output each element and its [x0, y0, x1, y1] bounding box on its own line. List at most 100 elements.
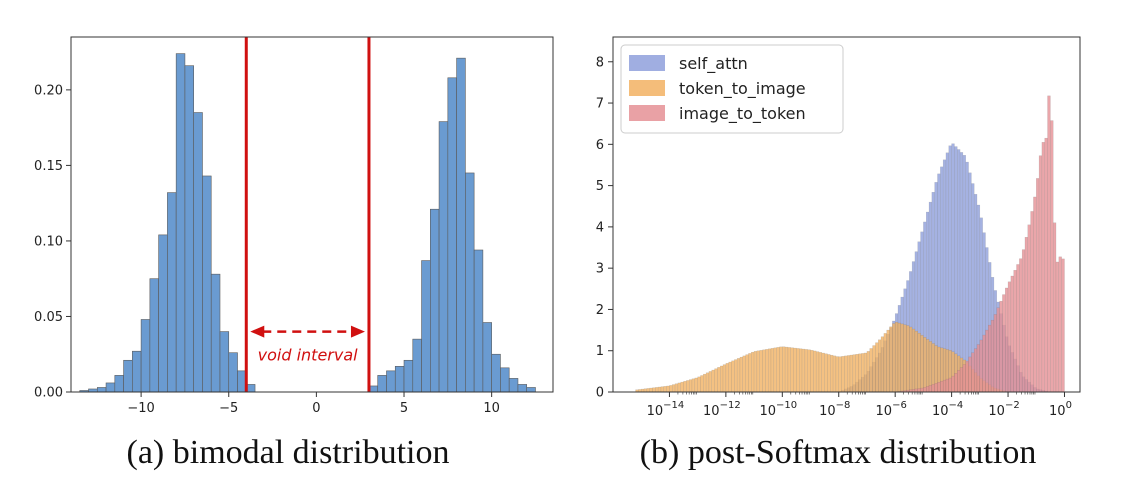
panel-b-bar: [779, 346, 783, 393]
panel-b-x-tick-label: 10−4: [932, 400, 963, 419]
panel-a-bar: [491, 353, 501, 393]
panel-b-bar: [996, 307, 1000, 393]
panel-a-bar: [447, 77, 457, 393]
panel-b-bar: [765, 349, 769, 393]
panel-b-bar: [649, 387, 653, 393]
panel-b-y-tick-label: 1: [596, 344, 604, 359]
panel-b-bar: [762, 349, 766, 393]
panel-b-bar: [934, 383, 938, 393]
panel-b-bar: [917, 332, 921, 393]
panel-a-bar: [149, 278, 159, 393]
panel-b-bar: [703, 373, 707, 393]
panel-b-bar: [677, 382, 681, 393]
panel-b-bar: [793, 347, 797, 393]
panel-b-bar: [979, 339, 983, 393]
panel-b-y-tick-label: 0: [596, 386, 604, 401]
panel-b-bar: [714, 368, 718, 393]
panel-a-y-tick-label: 0.15: [34, 159, 63, 174]
panel-b-bar: [923, 337, 927, 393]
legend-swatch: [629, 105, 665, 121]
panel-b-bar: [959, 152, 964, 393]
panel-b-bar: [897, 322, 902, 393]
panel-b-bar: [957, 370, 961, 393]
panel-b-bar: [880, 336, 885, 393]
panel-b-y-ticks: 0 1 2 3 4 5 6 7 8: [596, 55, 613, 401]
panel-b-bar: [844, 355, 848, 393]
panel-b-softmax-histogram: 10−14 10−12 10−10 10−8 10−6 10−4 10−2 100 0 1 2 3 4…: [596, 36, 1081, 471]
legend-label: token_to_image: [679, 79, 806, 99]
panel-b-bar: [892, 323, 896, 393]
panel-b-bar: [686, 380, 690, 393]
panel-b-bar: [827, 354, 831, 393]
panel-b-bar: [971, 352, 975, 393]
panel-b-x-tick-label: 100: [1049, 400, 1072, 419]
panel-b-bar: [1021, 249, 1026, 393]
panel-b-bar: [756, 350, 760, 393]
panel-b-bar: [965, 161, 969, 393]
panel-b-bar: [1036, 178, 1040, 393]
panel-a-bar: [184, 65, 194, 393]
panel-b-bar: [652, 387, 656, 393]
panel-b-x-tick-label: 10−12: [703, 400, 741, 419]
panel-a-bar: [132, 350, 142, 393]
panel-b-bar: [672, 384, 676, 393]
void-interval-arrowhead-right: [350, 325, 365, 338]
panel-b-bar: [683, 381, 687, 393]
panel-b-bar: [911, 328, 916, 393]
panel-b-bar: [674, 383, 679, 393]
panel-b-bar: [700, 375, 704, 393]
panel-b-bar: [832, 355, 837, 393]
panel-a-x-ticks: −10 −5 0 5 10: [127, 392, 500, 416]
panel-b-bar: [962, 155, 966, 393]
panel-b-bar: [1050, 120, 1054, 393]
panel-a-void-interval-annotation: void interval: [250, 325, 365, 365]
panel-b-bar: [796, 348, 800, 393]
panel-b-bar: [1052, 222, 1057, 393]
panel-b-bar: [688, 379, 693, 393]
panel-b-y-tick-label: 7: [596, 97, 604, 112]
panel-b-bar: [776, 347, 780, 393]
panel-b-x-tick-label: 10−14: [647, 400, 685, 419]
panel-b-bar: [863, 352, 868, 393]
panel-a-bar: [482, 322, 492, 393]
panel-a-axes-frame: [70, 36, 554, 393]
panel-b-bar: [708, 371, 712, 393]
panel-a-bar: [158, 234, 168, 393]
panel-b-bar: [722, 364, 727, 393]
panel-b-bar: [1027, 224, 1031, 393]
legend-swatch: [629, 80, 665, 96]
panel-b-bar: [849, 354, 854, 393]
panel-b-bar: [742, 355, 746, 393]
panel-b-y-tick-label: 2: [596, 303, 604, 318]
panel-a-bar: [465, 172, 475, 393]
panel-b-bar: [1047, 95, 1051, 393]
panel-b-bar: [660, 386, 664, 393]
panel-b-bar: [745, 354, 749, 393]
panel-b-bar: [1007, 281, 1012, 393]
panel-b-bar: [928, 341, 933, 393]
panel-b-y-tick-label: 5: [596, 179, 604, 194]
panel-a-bar: [456, 57, 466, 393]
panel-b-bar: [847, 355, 851, 393]
panel-a-bar: [377, 375, 387, 393]
panel-b-series-token-to-image: [635, 322, 1009, 393]
panel-b-bar: [993, 314, 997, 393]
panel-b-bar: [1013, 270, 1017, 393]
panel-b-bar: [1044, 137, 1048, 393]
panel-b-x-ticks: 10−14 10−12 10−10 10−8 10−6 10−4 10−2 100: [647, 392, 1072, 419]
panel-b-bar: [824, 353, 828, 393]
panel-b-bar: [999, 300, 1003, 393]
panel-b-bar: [926, 339, 930, 393]
panel-b-bar: [759, 350, 763, 393]
panel-b-x-tick-label: 10−6: [876, 400, 907, 419]
panel-b-bar: [663, 386, 667, 393]
panel-b-bar: [669, 385, 673, 393]
panel-b-bar: [942, 379, 947, 393]
panel-b-y-tick-label: 6: [596, 138, 604, 153]
panel-b-bar: [807, 349, 811, 393]
panel-b-x-tick-label: 10−8: [819, 400, 850, 419]
panel-b-bar: [869, 348, 873, 393]
panel-b-bar: [909, 326, 913, 393]
panel-a-bar: [430, 208, 440, 393]
